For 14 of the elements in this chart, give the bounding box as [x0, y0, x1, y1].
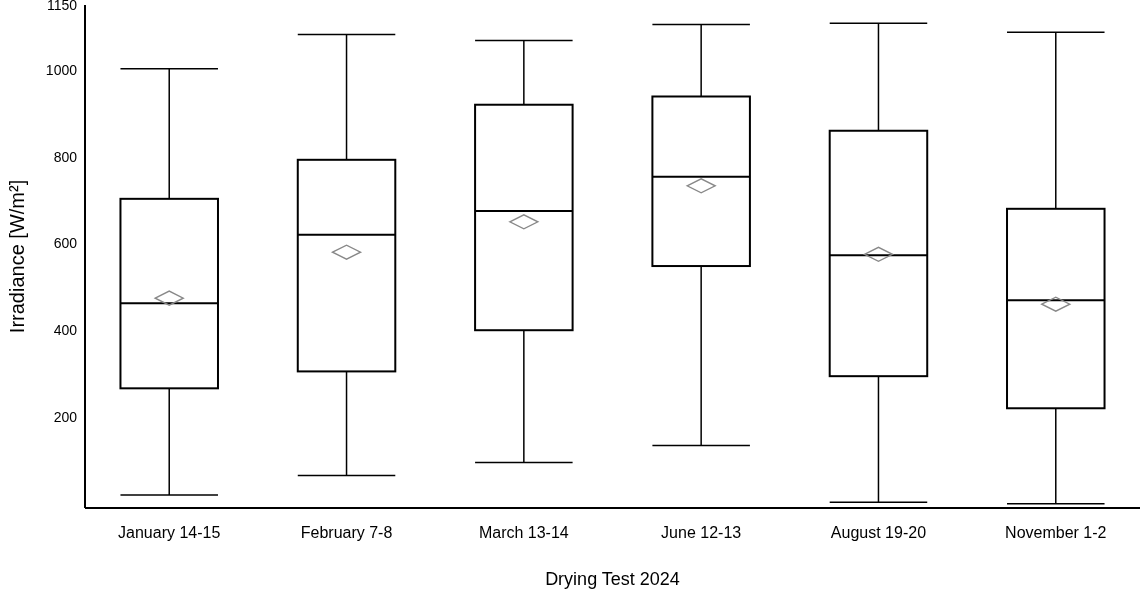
y-tick-label: 400	[53, 322, 78, 339]
x-tick-label: November 1-2	[1005, 524, 1107, 541]
x-tick-label: March 13-14	[478, 524, 569, 541]
y-axis-title: Irradiance [W/m²]	[6, 179, 28, 334]
y-tick-label: 1000	[45, 61, 78, 78]
x-axis-title: Drying Test 2024	[545, 569, 680, 589]
y-tick-label: 200	[53, 408, 78, 425]
x-tick-label: January 14-15	[118, 524, 221, 541]
y-tick-label: 600	[53, 235, 78, 252]
y-tick-label: 1150	[46, 0, 78, 13]
x-tick-label: August 19-20	[830, 524, 927, 541]
y-tick-label: 800	[53, 148, 78, 165]
x-tick-label: February 7-8	[300, 524, 393, 541]
x-tick-label: June 12-13	[661, 524, 742, 541]
